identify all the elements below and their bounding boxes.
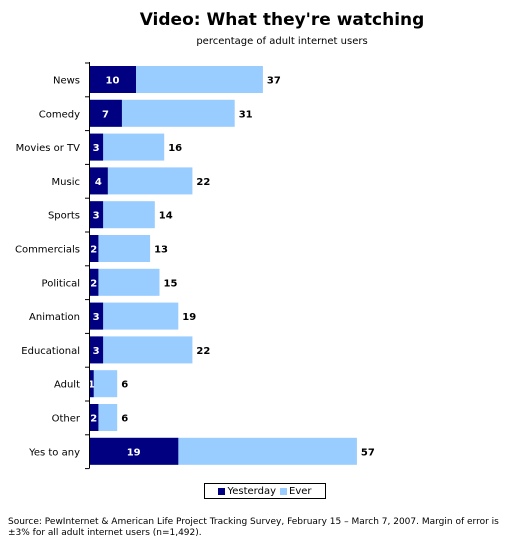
category-label-commercials: Commercials (15, 245, 80, 256)
bar-yesterday-music (89, 167, 108, 195)
category-label-educational: Educational (21, 346, 80, 357)
value-label-yesterday-adult: 1 (88, 380, 95, 391)
value-label-ever-political: 15 (164, 278, 178, 289)
category-label-comedy: Comedy (39, 109, 80, 120)
category-label-sports: Sports (48, 211, 80, 222)
chart-title: Video: What they're watching (139, 10, 425, 30)
category-label-adult: Adult (54, 380, 80, 391)
bar-yesterday-sports (89, 201, 104, 229)
value-label-yesterday-animation: 3 (93, 312, 100, 323)
value-label-yesterday-news: 10 (106, 76, 120, 87)
bar-yesterday-movies-or-tv (89, 133, 104, 161)
source-note: Source: PewInternet & American Life Proj… (8, 517, 499, 538)
value-label-ever-news: 37 (267, 76, 281, 87)
legend-item-yesterday: Yesterday (218, 486, 276, 497)
value-label-ever-movies-or-tv: 16 (168, 143, 182, 154)
value-label-ever-commercials: 13 (154, 245, 168, 256)
value-label-ever-educational: 22 (196, 346, 210, 357)
category-label-music: Music (52, 177, 80, 188)
bar-yesterday-political (89, 268, 99, 296)
bar-yesterday-animation (89, 302, 104, 330)
value-label-yesterday-other: 2 (90, 414, 97, 425)
category-label-animation: Animation (29, 312, 80, 323)
value-label-ever-adult: 6 (121, 380, 128, 391)
bar-yesterday-other (89, 404, 99, 431)
value-label-ever-yes-to-any: 57 (361, 447, 375, 458)
category-label-movies-or-tv: Movies or TV (16, 143, 81, 154)
legend-swatch-ever (280, 487, 288, 495)
value-label-yesterday-yes-to-any: 19 (127, 447, 141, 458)
legend-swatch-yesterday (218, 487, 226, 495)
value-label-ever-sports: 14 (159, 211, 173, 222)
value-label-ever-animation: 19 (182, 312, 196, 323)
value-label-ever-other: 6 (121, 414, 128, 425)
chart-subtitle: percentage of adult internet users (196, 36, 368, 47)
bar-yesterday-comedy (89, 99, 122, 127)
value-label-yesterday-educational: 3 (93, 346, 100, 357)
bar-yesterday-educational (89, 336, 104, 364)
legend-label-yesterday: Yesterday (227, 485, 277, 497)
bar-ever-political (89, 268, 160, 296)
value-label-yesterday-commercials: 2 (90, 245, 97, 256)
category-label-news: News (53, 76, 80, 87)
bar-ever-commercials (89, 235, 151, 262)
category-label-other: Other (52, 414, 81, 425)
value-label-yesterday-sports: 3 (93, 211, 100, 222)
bar-ever-educational (89, 336, 193, 364)
bar-yesterday-yes-to-any (89, 437, 179, 465)
category-label-political: Political (42, 278, 80, 289)
legend-label-ever: Ever (289, 485, 312, 497)
value-label-yesterday-political: 2 (90, 278, 97, 289)
category-label-yes-to-any: Yes to any (28, 447, 80, 458)
value-label-ever-comedy: 31 (239, 109, 253, 120)
legend-item-ever: Ever (280, 486, 312, 497)
value-label-yesterday-movies-or-tv: 3 (93, 143, 100, 154)
legend: Yesterday Ever (204, 483, 326, 499)
bar-yesterday-commercials (89, 235, 99, 262)
value-label-ever-music: 22 (196, 177, 210, 188)
value-label-yesterday-music: 4 (95, 177, 102, 188)
bar-yesterday-news (89, 66, 136, 93)
bar-ever-animation (89, 302, 179, 330)
bar-yesterday-adult (89, 370, 94, 398)
value-label-yesterday-comedy: 7 (102, 109, 109, 120)
